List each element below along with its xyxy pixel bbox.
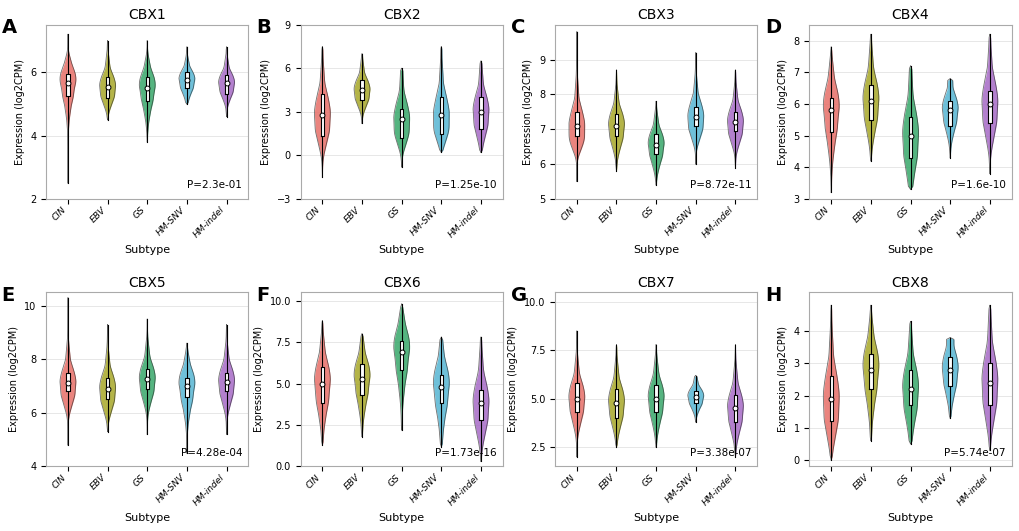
Text: P=3.38e-07: P=3.38e-07: [689, 448, 750, 458]
X-axis label: Subtype: Subtype: [633, 512, 679, 523]
Y-axis label: Expression (log2CPM): Expression (log2CPM): [523, 59, 533, 165]
Text: P=1.25e-10: P=1.25e-10: [435, 180, 496, 190]
Text: F: F: [256, 286, 269, 304]
Text: H: H: [764, 286, 781, 304]
Title: CBX3: CBX3: [637, 8, 675, 22]
Text: G: G: [511, 286, 526, 304]
Text: P=5.74e-07: P=5.74e-07: [944, 448, 1005, 458]
Title: CBX1: CBX1: [128, 8, 166, 22]
X-axis label: Subtype: Subtype: [887, 245, 932, 255]
Text: P=1.6e-10: P=1.6e-10: [950, 180, 1005, 190]
X-axis label: Subtype: Subtype: [124, 245, 170, 255]
Text: A: A: [2, 18, 16, 37]
Title: CBX8: CBX8: [891, 276, 928, 290]
Text: C: C: [511, 18, 525, 37]
Y-axis label: Expression (log2CPM): Expression (log2CPM): [777, 327, 787, 432]
Title: CBX2: CBX2: [382, 8, 420, 22]
Text: P=2.3e-01: P=2.3e-01: [187, 180, 243, 190]
Y-axis label: Expression (log2CPM): Expression (log2CPM): [14, 59, 24, 165]
Title: CBX6: CBX6: [382, 276, 420, 290]
Text: P=4.28e-04: P=4.28e-04: [180, 448, 243, 458]
Title: CBX4: CBX4: [891, 8, 928, 22]
Y-axis label: Expression (log2CPM): Expression (log2CPM): [254, 327, 264, 432]
Title: CBX7: CBX7: [637, 276, 675, 290]
Y-axis label: Expression (log2CPM): Expression (log2CPM): [507, 327, 518, 432]
Title: CBX5: CBX5: [128, 276, 166, 290]
Text: D: D: [764, 18, 781, 37]
Y-axis label: Expression (log2CPM): Expression (log2CPM): [8, 327, 18, 432]
Text: E: E: [2, 286, 15, 304]
X-axis label: Subtype: Subtype: [378, 512, 424, 523]
X-axis label: Subtype: Subtype: [887, 512, 932, 523]
Text: P=8.72e-11: P=8.72e-11: [689, 180, 750, 190]
X-axis label: Subtype: Subtype: [378, 245, 424, 255]
X-axis label: Subtype: Subtype: [633, 245, 679, 255]
Text: B: B: [256, 18, 271, 37]
Y-axis label: Expression (log2CPM): Expression (log2CPM): [777, 59, 787, 165]
X-axis label: Subtype: Subtype: [124, 512, 170, 523]
Text: P=1.73e-16: P=1.73e-16: [435, 448, 496, 458]
Y-axis label: Expression (log2CPM): Expression (log2CPM): [261, 59, 271, 165]
